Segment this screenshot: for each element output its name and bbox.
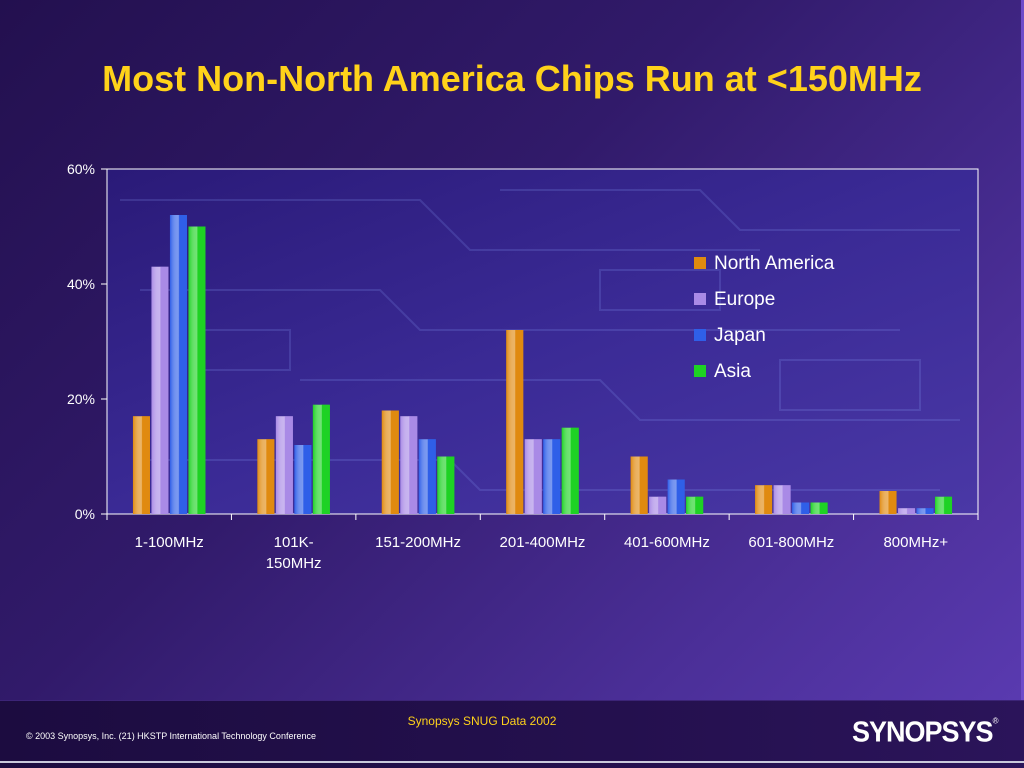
x-tick-label-line: 1-100MHz bbox=[135, 534, 204, 551]
bar-shading bbox=[543, 439, 561, 514]
slide-footer: Synopsys SNUG Data 2002 © 2003 Synopsys,… bbox=[0, 700, 1024, 768]
x-tick-label: 800MHz+ bbox=[883, 534, 948, 551]
legend-label: Asia bbox=[714, 361, 751, 382]
legend-swatch bbox=[694, 257, 706, 269]
bar-shading bbox=[773, 485, 791, 514]
bar-shading bbox=[755, 485, 773, 514]
x-tick-label: 401-600MHz bbox=[624, 534, 710, 551]
x-tick-label-line: 101K- bbox=[274, 534, 314, 551]
bar-shading bbox=[686, 496, 704, 514]
x-tick-label: 151-200MHz bbox=[375, 534, 461, 551]
bar-shading bbox=[879, 491, 897, 514]
legend-label: Japan bbox=[714, 325, 766, 346]
x-tick-label: 601-800MHz bbox=[748, 534, 834, 551]
bar-shading bbox=[524, 439, 542, 514]
bar-shading bbox=[132, 416, 150, 514]
bar-shading bbox=[437, 456, 455, 514]
x-tick-label: 1-100MHz bbox=[135, 534, 204, 551]
bar-shading bbox=[935, 496, 953, 514]
bar-shading bbox=[916, 508, 934, 514]
bar-shading bbox=[400, 416, 418, 514]
x-tick-label-line: 601-800MHz bbox=[748, 534, 834, 551]
legend-label: Europe bbox=[714, 289, 775, 310]
bar-chart: 0% 20% 40% 60% 1-100MHz 101K- 150MHz 151-200MHz… bbox=[67, 161, 979, 572]
bar-shading bbox=[561, 427, 579, 514]
bar-shading bbox=[381, 410, 399, 514]
x-tick-label: 101K- 150MHz bbox=[266, 534, 322, 572]
slide-edge bbox=[1021, 0, 1024, 700]
bar-shading bbox=[151, 266, 169, 514]
bar-shading bbox=[312, 404, 330, 514]
bar-shading bbox=[506, 330, 524, 514]
bar-shading bbox=[630, 456, 648, 514]
slide-title: Most Non-North America Chips Run at <150… bbox=[102, 58, 922, 99]
x-tick-label-line: 201-400MHz bbox=[500, 534, 586, 551]
background-texture bbox=[120, 189, 960, 491]
legend-label: North America bbox=[714, 253, 835, 274]
legend-swatch bbox=[694, 293, 706, 305]
bar-shading bbox=[257, 439, 275, 514]
logo-text: SYNOPSYS bbox=[852, 716, 994, 748]
plot-area bbox=[106, 168, 979, 515]
x-tick-label: 201-400MHz bbox=[500, 534, 586, 551]
footer-copyright: © 2003 Synopsys, Inc. (21) HKSTP Interna… bbox=[26, 731, 316, 741]
y-tick-label: 40% bbox=[67, 276, 95, 292]
y-tick-label: 20% bbox=[67, 391, 95, 407]
bar-shading bbox=[898, 508, 916, 514]
bar-shading bbox=[275, 416, 293, 514]
bar-shading bbox=[810, 502, 828, 514]
x-tick-label-line: 150MHz bbox=[266, 555, 322, 572]
logo-registered-mark: ® bbox=[992, 716, 999, 726]
x-tick-label-line: 401-600MHz bbox=[624, 534, 710, 551]
bar-shading bbox=[188, 226, 206, 514]
synopsys-logo: SYNOPSYS® bbox=[852, 716, 998, 749]
footer-rule bbox=[0, 761, 1024, 763]
x-tick-label-line: 800MHz+ bbox=[883, 534, 948, 551]
y-tick-label: 60% bbox=[67, 161, 95, 177]
bar-shading bbox=[418, 439, 436, 514]
bar-shading bbox=[294, 445, 312, 514]
bar-shading bbox=[649, 496, 667, 514]
bar-shading bbox=[792, 502, 810, 514]
bar-shading bbox=[667, 479, 685, 514]
footer-source: Synopsys SNUG Data 2002 bbox=[407, 714, 557, 728]
bar-shading bbox=[169, 215, 187, 514]
legend-swatch bbox=[694, 365, 706, 377]
chart-legend: North America Europe Japan Asia bbox=[694, 253, 835, 382]
x-tick-label-line: 151-200MHz bbox=[375, 534, 461, 551]
y-tick-label: 0% bbox=[75, 506, 95, 522]
legend-swatch bbox=[694, 329, 706, 341]
